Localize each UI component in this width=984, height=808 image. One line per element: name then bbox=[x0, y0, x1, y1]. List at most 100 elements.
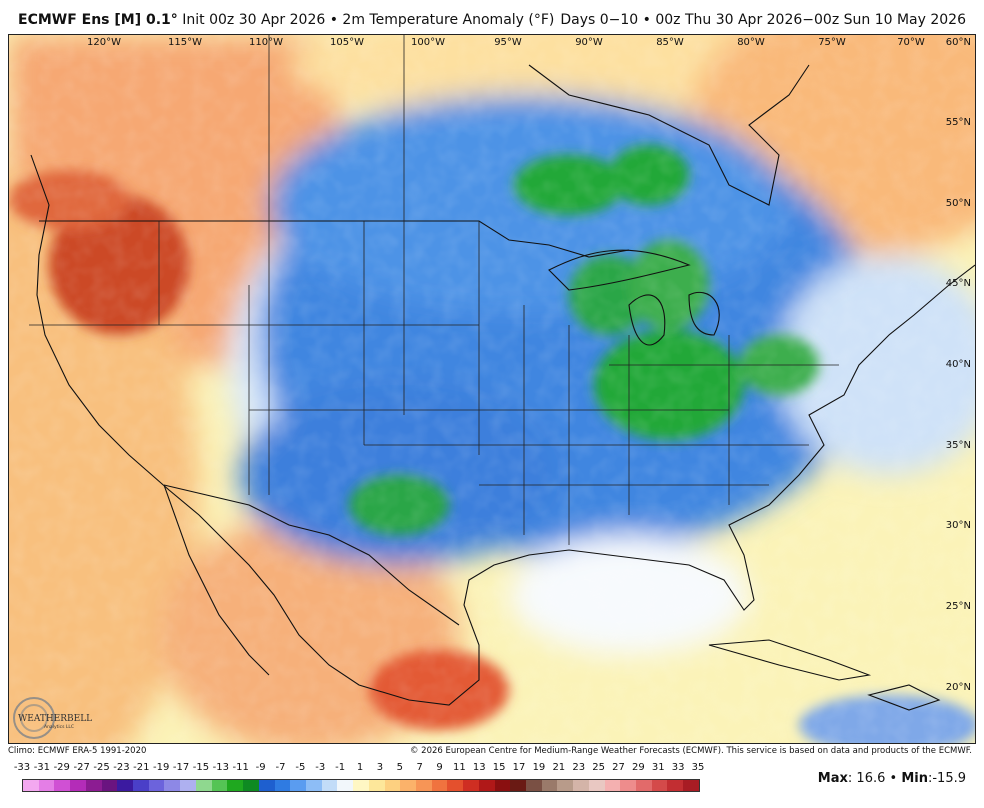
legend-tick-label: -27 bbox=[73, 762, 90, 773]
legend-tick-label: -25 bbox=[93, 762, 110, 773]
legend-tick-label: 1 bbox=[356, 762, 364, 773]
logo-swirl-inner bbox=[20, 704, 48, 732]
canada-us-border bbox=[39, 220, 630, 258]
legend-color-swatch bbox=[620, 780, 637, 791]
lat-label: 55°N bbox=[946, 117, 971, 128]
legend-color-swatch bbox=[133, 780, 149, 791]
lat-label: 40°N bbox=[946, 359, 971, 370]
legend-tick-label: 5 bbox=[396, 762, 403, 773]
legend-color-swatch bbox=[353, 780, 369, 791]
lon-label: 105°W bbox=[330, 37, 364, 48]
legend-color-swatch bbox=[368, 780, 385, 791]
legend-color-swatch bbox=[227, 780, 244, 791]
lon-label: 75°W bbox=[818, 37, 846, 48]
legend-tick-label: -17 bbox=[172, 762, 190, 773]
max-value: 16.6 bbox=[856, 771, 886, 786]
legend-color-swatch bbox=[510, 780, 526, 791]
min-label: Min bbox=[901, 771, 928, 786]
legend-color-swatch bbox=[117, 780, 134, 791]
temperature-anomaly-map: 120°W 115°W 110°W 105°W 100°W 95°W 90°W 85°W 80°… bbox=[8, 34, 976, 744]
legend-color-swatch bbox=[494, 780, 511, 791]
map-title: ECMWF Ens [M] 0.1° Init 00z 30 Apr 2026 … bbox=[18, 12, 554, 28]
legend-tick-label: 11 bbox=[453, 762, 466, 773]
legend-tick-label: 17 bbox=[512, 762, 526, 773]
field-stats: Max: 16.6 • Min:-15.9 bbox=[817, 771, 966, 786]
map-header: ECMWF Ens [M] 0.1° Init 00z 30 Apr 2026 … bbox=[0, 0, 984, 34]
lat-label: 25°N bbox=[946, 601, 971, 612]
logo-swirl bbox=[13, 697, 55, 739]
logo-mark: WEATHERBELL Analytics LLC bbox=[13, 697, 92, 739]
longitude-labels: 120°W 115°W 110°W 105°W 100°W 95°W 90°W 85°W 80°… bbox=[87, 37, 925, 48]
legend-color-swatch bbox=[101, 780, 118, 791]
coastline-west bbox=[30, 154, 975, 706]
anomaly-field bbox=[9, 35, 975, 743]
legend-color-swatch bbox=[557, 780, 574, 791]
legend-color-swatch bbox=[415, 780, 432, 791]
boundaries bbox=[30, 64, 975, 711]
legend-color-swatch bbox=[54, 780, 71, 791]
legend-tick-label: 29 bbox=[631, 762, 645, 773]
legend-color-swatch bbox=[164, 780, 181, 791]
legend-tick-label: 13 bbox=[472, 762, 486, 773]
lat-label: 30°N bbox=[946, 520, 971, 531]
legend-tick-label: -7 bbox=[275, 762, 286, 773]
state-meridians bbox=[158, 35, 730, 545]
legend-tick-label: 7 bbox=[416, 762, 423, 773]
legend-tick-label: 25 bbox=[592, 762, 605, 773]
lon-label: 70°W bbox=[897, 37, 925, 48]
legend-tick-label: 27 bbox=[612, 762, 625, 773]
legend-tick-label: 23 bbox=[572, 762, 586, 773]
legend-tick-label: -5 bbox=[295, 762, 306, 773]
legend-color-swatch bbox=[180, 780, 196, 791]
latitude-labels: 60°N 55°N 50°N 45°N 40°N 35°N 30°N 25°N 20°N bbox=[946, 37, 971, 693]
logo-text: WEATHERBELL bbox=[18, 714, 92, 724]
lat-label: 45°N bbox=[946, 278, 971, 289]
max-label: Max bbox=[817, 771, 848, 786]
hudson-bay bbox=[528, 64, 810, 206]
legend-tick-label: -3 bbox=[315, 762, 326, 773]
lon-label: 115°W bbox=[168, 37, 202, 48]
legend-tick-label: -23 bbox=[113, 762, 130, 773]
mexico-border bbox=[163, 484, 460, 626]
legend-color-swatch bbox=[636, 780, 652, 791]
legend-tick-label: 35 bbox=[691, 762, 705, 773]
lon-label: 110°W bbox=[249, 37, 283, 48]
legend-tick-label: -1 bbox=[335, 762, 346, 773]
legend-color-swatch bbox=[431, 780, 448, 791]
legend-tick-label: 21 bbox=[552, 762, 566, 773]
legend-tick-label: -13 bbox=[212, 762, 229, 773]
field-texture bbox=[9, 35, 975, 743]
legend-tick-label: 9 bbox=[436, 762, 443, 773]
legend-color-swatch bbox=[400, 780, 416, 791]
legend-color-swatch bbox=[526, 780, 542, 791]
logo-subtext: Analytics LLC bbox=[44, 724, 74, 730]
legend-color-swatch bbox=[683, 780, 699, 791]
map-canvas: 120°W 115°W 110°W 105°W 100°W 95°W 90°W 85°W 80°… bbox=[9, 35, 975, 743]
legend-tick-label: -31 bbox=[33, 762, 51, 773]
legend-tick-label: -21 bbox=[133, 762, 150, 773]
legend-color-swatch bbox=[588, 780, 605, 791]
legend-tick-label: 33 bbox=[671, 762, 685, 773]
legend-colorbar bbox=[22, 779, 700, 792]
legend-color-swatch bbox=[541, 780, 558, 791]
lon-label: 95°W bbox=[494, 37, 522, 48]
lat-label: 50°N bbox=[946, 198, 971, 209]
lon-label: 80°W bbox=[737, 37, 765, 48]
legend-color-swatch bbox=[274, 780, 291, 791]
legend-tick-label: 15 bbox=[492, 762, 506, 773]
model-name: ECMWF Ens [M] 0.1 bbox=[18, 12, 171, 28]
lat-label: 60°N bbox=[946, 37, 971, 48]
state-parallels bbox=[29, 324, 839, 486]
legend-color-swatch bbox=[604, 780, 621, 791]
legend-color-swatch bbox=[463, 780, 479, 791]
weatherbell-logo: WEATHERBELL Analytics LLC bbox=[12, 696, 98, 740]
legend-color-swatch bbox=[478, 780, 495, 791]
degree-symbol: ° bbox=[170, 12, 178, 28]
min-value: -15.9 bbox=[932, 771, 966, 786]
color-scale-legend: -33 -31 -29 -27 -25 -23 -21 -19 -17 -15 -13 -11 -9 -7… bbox=[14, 762, 704, 796]
copyright-notice: © 2026 European Centre for Medium-Range … bbox=[409, 746, 972, 756]
legend-tick-label: -9 bbox=[255, 762, 266, 773]
legend-color-swatch bbox=[384, 780, 401, 791]
legend-color-swatch bbox=[447, 780, 464, 791]
baja-california bbox=[163, 484, 270, 676]
